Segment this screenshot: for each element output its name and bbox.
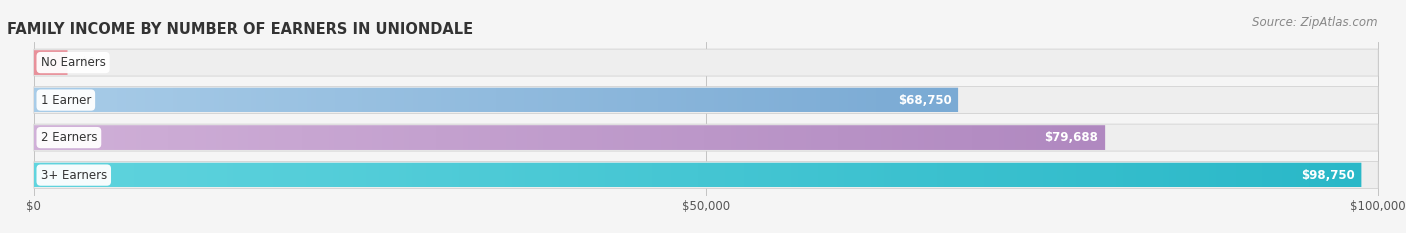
Text: 1 Earner: 1 Earner (41, 94, 91, 106)
Text: No Earners: No Earners (41, 56, 105, 69)
Text: Source: ZipAtlas.com: Source: ZipAtlas.com (1253, 16, 1378, 29)
Text: $79,688: $79,688 (1045, 131, 1098, 144)
FancyBboxPatch shape (34, 124, 1378, 151)
Text: 2 Earners: 2 Earners (41, 131, 97, 144)
FancyBboxPatch shape (34, 162, 1378, 188)
Text: $98,750: $98,750 (1301, 169, 1354, 182)
Text: FAMILY INCOME BY NUMBER OF EARNERS IN UNIONDALE: FAMILY INCOME BY NUMBER OF EARNERS IN UN… (7, 22, 474, 37)
Text: $0: $0 (82, 56, 96, 69)
FancyBboxPatch shape (34, 87, 1378, 113)
FancyBboxPatch shape (34, 50, 67, 75)
FancyBboxPatch shape (34, 49, 1378, 76)
Text: $68,750: $68,750 (897, 94, 952, 106)
Text: 3+ Earners: 3+ Earners (41, 169, 107, 182)
